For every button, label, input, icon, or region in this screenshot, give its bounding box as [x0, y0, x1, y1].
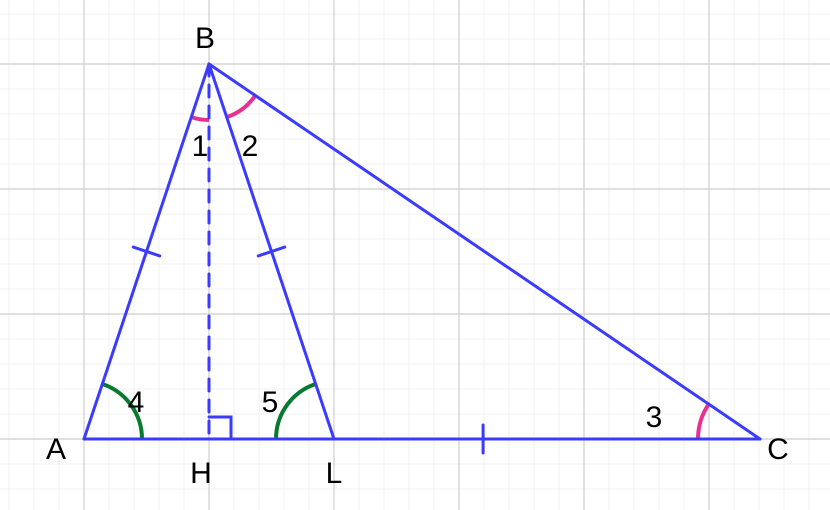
arc5 — [276, 384, 316, 439]
grid-minor — [0, 0, 830, 510]
label-angle-4: 4 — [128, 386, 145, 419]
label-vertex-H: H — [190, 457, 212, 490]
label-angle-5: 5 — [262, 386, 279, 419]
arc1 — [191, 117, 209, 120]
label-vertex-L: L — [326, 457, 343, 490]
grid-major — [0, 0, 830, 510]
label-vertex-B: B — [195, 22, 215, 55]
label-angle-2: 2 — [242, 130, 259, 163]
tick-marks — [133, 247, 483, 453]
label-angle-3: 3 — [646, 401, 663, 434]
right-angle-marker — [209, 417, 231, 439]
label-vertex-A: A — [46, 433, 66, 466]
label-angle-1: 1 — [192, 130, 209, 163]
label-vertex-C: C — [767, 433, 789, 466]
arc3 — [698, 404, 709, 439]
